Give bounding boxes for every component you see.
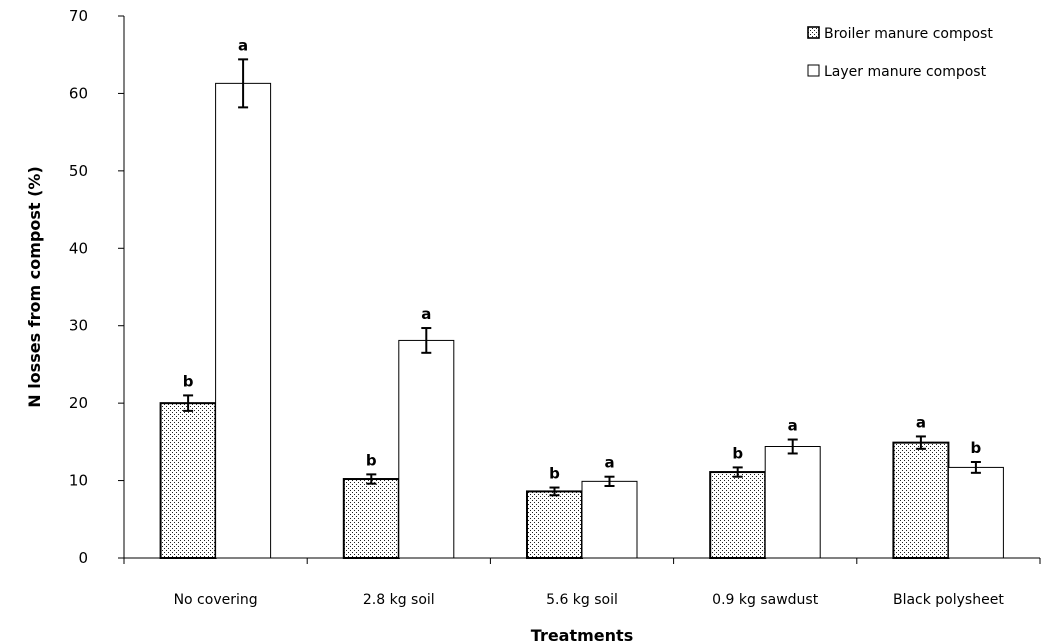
y-tick-label: 70 [69,7,88,25]
y-tick-label: 40 [69,239,88,257]
bars [159,58,1004,560]
significance-label: a [916,413,926,431]
y-tick-label: 20 [69,394,88,412]
y-tick-label: 50 [69,162,88,180]
legend: Broiler manure compost Layer manure compo… [807,26,993,80]
bar-broiler [892,441,950,560]
x-axis-title: Treatments [531,626,633,644]
y-tick-label: 30 [69,317,88,335]
significance-label: a [604,454,614,472]
y-axis-title: N losses from compost (%) [25,166,44,408]
bar-layer [581,480,638,559]
significance-label: a [788,417,798,435]
y-tick-label: 60 [69,84,88,102]
x-tick-label: No covering [174,592,258,608]
significance-label: b [366,451,377,469]
x-tick-label: 0.9 kg sawdust [712,592,819,608]
x-tick-label: 5.6 kg soil [546,592,618,608]
significance-label: b [732,444,743,462]
significance-label: b [971,439,982,457]
bar-broiler [526,490,583,560]
significance-label: b [549,465,560,483]
labels: b a No covering b a 2.8 kg soil b a 5.6 kg soil b… [25,36,1004,644]
significance-label: a [238,36,248,54]
significance-label: b [183,372,194,390]
bar-layer [398,339,455,559]
bar-broiler [159,402,217,559]
significance-label: a [421,305,431,323]
bar-layer [947,466,1004,559]
legend-label: Layer manure compost [824,64,987,80]
legend-swatch [807,26,820,39]
x-tick-label: 2.8 kg soil [363,592,435,608]
bar-layer [764,446,821,559]
y-tick-label: 10 [69,472,88,490]
legend-swatch [807,64,820,77]
bar-broiler [709,471,767,560]
y-tick-label: 0 [78,549,88,567]
legend-label: Broiler manure compost [824,26,993,42]
axes: 0 10 20 30 40 50 60 70 [69,7,1041,567]
bar-layer [215,82,272,559]
x-tick-label: Black polysheet [893,592,1004,608]
bar-broiler [342,478,400,559]
